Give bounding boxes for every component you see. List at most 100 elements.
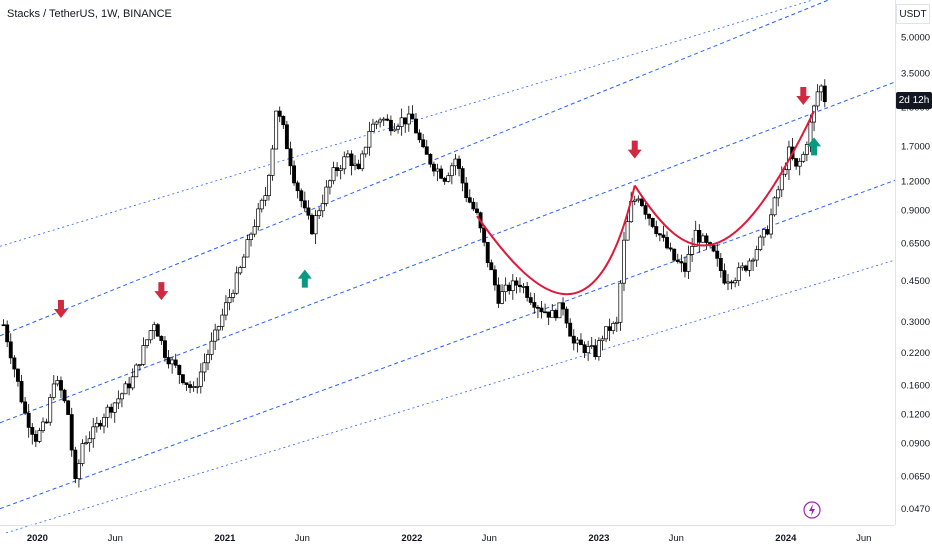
candle-body xyxy=(571,335,576,344)
y-tick-label: 3.5000 xyxy=(901,68,930,79)
candle-body xyxy=(625,221,630,241)
candle-body xyxy=(711,244,716,252)
candle xyxy=(442,176,447,185)
candle-body xyxy=(679,261,684,264)
candle xyxy=(525,282,530,302)
currency-button[interactable]: USDT xyxy=(896,4,930,24)
candle xyxy=(550,303,555,318)
candle-body xyxy=(44,421,49,424)
candle-body xyxy=(693,229,698,247)
candle xyxy=(234,266,239,295)
candle-body xyxy=(525,286,530,298)
candle-body xyxy=(632,199,637,202)
candle xyxy=(44,418,49,424)
candle-body xyxy=(105,406,110,418)
candle xyxy=(503,277,508,302)
candle xyxy=(241,253,246,268)
candle xyxy=(686,245,691,279)
candle-body xyxy=(435,168,440,172)
candle-body xyxy=(392,128,397,132)
candle-body xyxy=(23,401,28,414)
candle-body xyxy=(396,126,401,130)
channel-line-2 xyxy=(0,81,896,424)
candle xyxy=(543,303,548,314)
y-tick-label: 1.7000 xyxy=(901,141,930,152)
candle-body xyxy=(198,371,203,387)
candle-body xyxy=(442,177,447,182)
candle xyxy=(259,198,264,213)
candle xyxy=(15,368,20,387)
x-tick-label: Jun xyxy=(482,533,497,544)
candle xyxy=(431,161,436,177)
candle xyxy=(388,115,393,136)
candle-body xyxy=(639,198,644,206)
candle xyxy=(399,108,404,136)
candle xyxy=(302,191,307,212)
candle-body xyxy=(123,383,128,395)
candle-body xyxy=(381,118,386,121)
candle-body xyxy=(747,260,752,271)
candle-body xyxy=(263,195,268,201)
candle-body xyxy=(521,286,526,288)
candle-body xyxy=(546,311,551,318)
candle xyxy=(281,115,286,129)
arrow-up-icon xyxy=(297,269,312,288)
candle-body xyxy=(48,397,53,423)
candle-body xyxy=(726,281,730,284)
candle-body xyxy=(482,227,487,243)
candle xyxy=(661,225,666,242)
candle-body xyxy=(668,247,673,250)
candle xyxy=(697,224,702,253)
candle xyxy=(123,381,128,395)
candle xyxy=(141,337,146,366)
candle xyxy=(690,237,695,262)
candle-body xyxy=(109,406,114,413)
candle xyxy=(507,282,512,295)
candle-body xyxy=(446,175,451,182)
lightning-icon[interactable] xyxy=(803,501,821,519)
candle-body xyxy=(302,200,307,209)
candle-body xyxy=(503,284,508,292)
candle xyxy=(331,161,336,185)
candle xyxy=(797,157,802,176)
candle xyxy=(625,215,630,241)
candle-body xyxy=(399,117,404,127)
candle xyxy=(632,195,637,206)
candle xyxy=(733,277,738,288)
candle xyxy=(675,253,680,264)
candle xyxy=(822,79,827,108)
candle-body xyxy=(815,91,820,107)
candle-body xyxy=(184,382,189,385)
y-tick-label: 0.3000 xyxy=(901,317,930,328)
candle-body xyxy=(259,199,264,210)
candle-body xyxy=(740,265,745,269)
candle xyxy=(62,388,67,404)
candle xyxy=(751,257,756,272)
y-tick-label: 1.2000 xyxy=(901,177,930,188)
x-tick-label: 2022 xyxy=(401,533,422,544)
candle-body xyxy=(636,198,641,201)
candle xyxy=(568,318,573,337)
candle xyxy=(439,165,444,180)
candle-body xyxy=(137,364,142,366)
candle xyxy=(84,435,89,445)
candle xyxy=(173,353,178,369)
channel-line-4 xyxy=(0,0,815,247)
candle-body xyxy=(575,339,580,344)
candle xyxy=(421,133,426,149)
candle-body xyxy=(155,324,160,337)
candle-body xyxy=(30,427,35,435)
arrow-down-icon xyxy=(627,140,642,159)
candle-body xyxy=(234,272,239,294)
candle xyxy=(310,213,314,236)
candle-body xyxy=(736,267,741,281)
candle-body xyxy=(439,168,444,179)
candle-body xyxy=(249,233,253,240)
candle-body xyxy=(733,280,738,284)
candle-body xyxy=(539,307,544,313)
candle-body xyxy=(492,269,497,286)
candle xyxy=(758,234,763,252)
candle-body xyxy=(769,214,773,235)
